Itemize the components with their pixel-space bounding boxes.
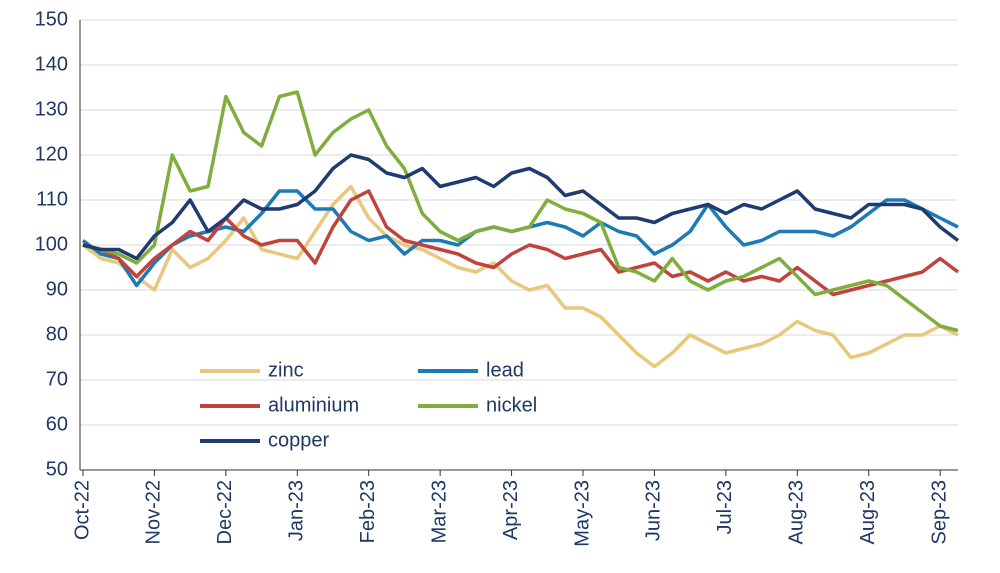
x-tick-label: Mar-23	[428, 480, 450, 543]
x-tick-label: Aug-23	[857, 480, 879, 545]
x-tick-label: Nov-22	[143, 480, 165, 544]
x-tick-label: Jun-23	[643, 480, 665, 541]
series-line	[82, 189, 960, 297]
x-tick-label: May-23	[571, 480, 593, 547]
x-tick-label: Sep-23	[928, 480, 950, 545]
x-tick-label: Jan-23	[286, 480, 308, 541]
x-tick-label: Oct-22	[71, 480, 93, 540]
y-tick-label: 50	[46, 458, 68, 480]
x-tick-label: Feb-23	[357, 480, 379, 543]
x-tick-label: Aug-23	[786, 480, 808, 545]
y-tick-label: 80	[46, 323, 68, 345]
legend-label: lead	[486, 359, 524, 381]
y-tick-label: 60	[46, 413, 68, 435]
legend-label: nickel	[486, 394, 537, 416]
x-tick-label: Jul-23	[714, 480, 736, 534]
y-tick-label: 110	[36, 188, 68, 210]
y-tick-label: 100	[35, 233, 68, 255]
y-tick-label: 150	[35, 8, 68, 30]
legend-label: aluminium	[268, 394, 359, 416]
series-line	[82, 90, 959, 333]
legend-label: copper	[268, 429, 329, 451]
y-tick-label: 70	[46, 368, 68, 390]
series-line	[81, 189, 959, 288]
x-tick-label: Apr-23	[500, 480, 522, 540]
y-tick-label: 140	[35, 53, 68, 75]
series-line	[82, 153, 960, 261]
y-tick-label: 120	[35, 143, 68, 165]
series-line	[81, 184, 959, 369]
legend-label: zinc	[268, 359, 304, 381]
y-tick-label: 90	[46, 278, 68, 300]
y-tick-label: 130	[35, 98, 68, 120]
x-tick-label: Dec-22	[214, 480, 236, 544]
